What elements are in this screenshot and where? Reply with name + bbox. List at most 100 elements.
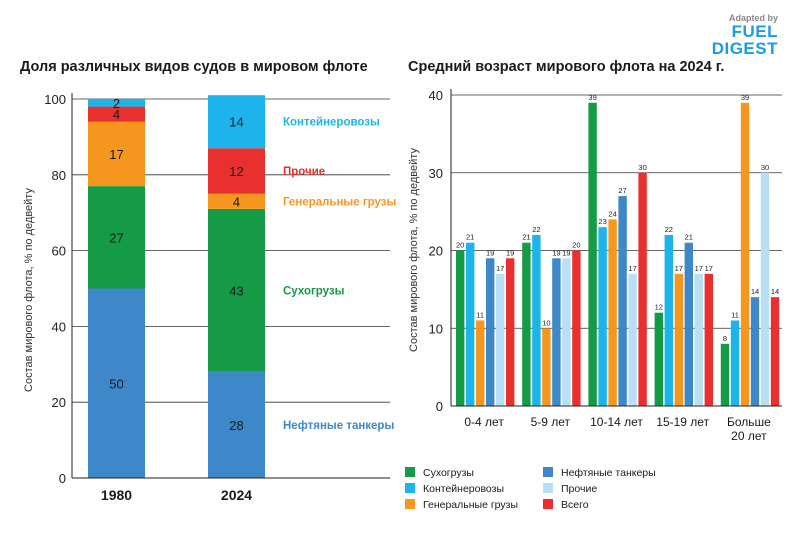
legend-label: Контейнеровозы: [423, 483, 504, 495]
chart2-data-label: 22: [665, 225, 673, 234]
chart2-data-label: 11: [731, 310, 739, 319]
legend-swatch: [405, 467, 415, 477]
chart1-series-label: Генеральные грузы: [283, 196, 396, 208]
chart2-data-label: 20: [456, 241, 464, 250]
chart1-data-label: 50: [109, 376, 123, 391]
chart2-bar: [638, 172, 647, 406]
chart2-bar: [572, 250, 581, 406]
chart2-bar: [486, 258, 495, 406]
legend-swatch: [543, 499, 553, 509]
chart2-bar: [664, 234, 673, 406]
chart1-x-tick-label: 1980: [101, 487, 132, 503]
chart2-y-tick-label: 20: [429, 244, 443, 259]
chart1-data-label: 27: [109, 230, 123, 245]
chart1-series-label: Нефтяные танкеры: [283, 420, 394, 432]
chart1-bar-segment: [208, 193, 265, 209]
chart1-data-label: 28: [229, 418, 243, 433]
chart2-data-label: 8: [723, 334, 727, 343]
chart2-bar: [542, 328, 551, 406]
chart2-data-label: 39: [588, 93, 596, 102]
chart2-data-label: 24: [608, 209, 616, 218]
chart2-bar: [496, 273, 505, 406]
chart2-bar: [588, 102, 597, 407]
chart2-data-label: 19: [562, 248, 570, 257]
chart1-data-label: 17: [109, 147, 123, 162]
chart2-x-tick-label: 15-19 лет: [656, 415, 709, 429]
chart2-y-tick-label: 40: [429, 88, 443, 103]
chart2-y-tick-label: 0: [436, 399, 443, 414]
chart1-y-tick-label: 80: [52, 168, 66, 183]
chart1-series-label: Прочие: [283, 166, 325, 178]
legend-label: Сухогрузы: [423, 467, 474, 479]
chart2-bar: [466, 242, 475, 406]
chart1-bar-segment: [88, 186, 145, 289]
chart2-x-tick-label: 0-4 лет: [464, 415, 504, 429]
chart1-data-label: 2: [113, 96, 120, 111]
chart2-bar: [552, 258, 561, 406]
legend-label: Всего: [561, 499, 589, 511]
chart2-bar: [608, 219, 617, 406]
legend-swatch: [405, 483, 415, 493]
chart2-data-label: 19: [552, 248, 560, 257]
chart2-data-label: 30: [761, 163, 769, 172]
chart1-data-label: 4: [233, 194, 240, 209]
chart2-data-label: 21: [522, 233, 530, 242]
chart2-data-label: 30: [638, 163, 646, 172]
chart2-bar: [598, 227, 607, 406]
chart1-data-label: 14: [229, 115, 243, 130]
chart2-data-label: 14: [771, 287, 779, 296]
chart2-y-tick-label: 10: [429, 321, 443, 336]
chart1-bar-segment: [88, 106, 145, 122]
chart1-bar-segment: [88, 288, 145, 478]
chart2-bar: [628, 273, 637, 406]
chart2-bar: [618, 196, 627, 406]
legend-label: Генеральные грузы: [423, 499, 518, 511]
chart2-data-label: 17: [695, 264, 703, 273]
chart2-x-tick-label: Больше 20 лет: [727, 415, 771, 443]
legend-swatch: [543, 483, 553, 493]
chart1-series-label: Контейнеровозы: [283, 117, 380, 129]
brand-logo: Adapted by FUEL DIGEST: [711, 13, 778, 58]
chart1-bar-segment: [208, 95, 265, 149]
chart1-y-tick-label: 40: [52, 319, 66, 334]
chart1-series-label: Сухогрузы: [283, 285, 345, 297]
chart2-data-label: 22: [532, 225, 540, 234]
legend-swatch: [405, 499, 415, 509]
chart2-bar: [456, 250, 465, 406]
chart2-bar: [532, 234, 541, 406]
chart2-data-label: 17: [675, 264, 683, 273]
chart2-data-label: 17: [496, 264, 504, 273]
logo-word-digest: DIGEST: [711, 39, 778, 58]
chart2-bar: [704, 273, 713, 406]
chart2-data-label: 17: [705, 264, 713, 273]
chart2-data-label: 19: [506, 248, 514, 257]
chart1-y-tick-label: 0: [59, 471, 66, 486]
chart2-data-label: 39: [741, 93, 749, 102]
chart2-bar: [506, 258, 515, 406]
chart1-y-tick-label: 60: [52, 244, 66, 259]
chart2-bar: [684, 242, 693, 406]
chart2-data-label: 19: [486, 248, 494, 257]
chart1-y-tick-label: 20: [52, 395, 66, 410]
chart1-bar-segment: [88, 121, 145, 187]
chart2-y-axis-label: Состав мирового флота, % по дедвейту: [408, 148, 420, 352]
chart2-data-label: 21: [685, 233, 693, 242]
chart2-bar: [760, 172, 770, 406]
chart1-bar-segment: [208, 148, 265, 194]
chart2-bar: [476, 320, 485, 406]
chart2-data-label: 20: [572, 241, 580, 250]
chart2-bar: [694, 273, 703, 406]
chart1-y-axis-label: Состав мирового флота, % по дедвейту: [23, 188, 35, 392]
chart2-data-label: 11: [476, 310, 484, 319]
chart1-data-label: 12: [229, 164, 243, 179]
logo-adapted-text: Adapted by: [728, 13, 778, 23]
chart1-title: Доля различных видов судов в мировом фло…: [20, 59, 368, 75]
legend-swatch: [543, 467, 553, 477]
chart2-bar: [674, 273, 683, 406]
chart2-bar: [740, 102, 750, 407]
logo-word-fuel: FUEL: [731, 22, 778, 41]
chart2-bar: [654, 312, 663, 406]
chart2-bar: [720, 343, 730, 406]
chart2-x-tick-label: 5-9 лет: [531, 415, 571, 429]
